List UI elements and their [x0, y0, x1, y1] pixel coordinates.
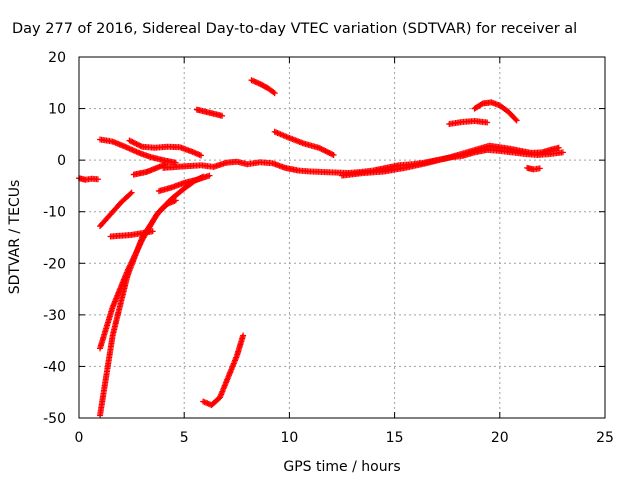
data-point [321, 147, 328, 154]
y-tick-label: 20 [48, 50, 66, 66]
series-arc-8 [130, 161, 169, 178]
chart-title: Day 277 of 2016, Sidereal Day-to-day VTE… [12, 21, 577, 37]
data-point [559, 149, 566, 156]
data-marks [76, 77, 566, 419]
data-point [149, 228, 156, 235]
y-tick-label: -50 [43, 411, 66, 427]
data-point [219, 112, 226, 119]
data-point [484, 119, 491, 126]
y-tick-label: 0 [57, 153, 66, 169]
data-point [322, 148, 329, 155]
data-point [329, 151, 336, 158]
plot-frame [78, 56, 606, 419]
y-tick-label: -30 [43, 308, 66, 324]
data-point [128, 189, 135, 196]
data-point [198, 152, 205, 159]
series-arc-17 [471, 99, 520, 124]
data-point [326, 150, 333, 157]
data-point [270, 89, 277, 96]
x-axis-label: GPS time / hours [283, 459, 400, 475]
data-point [317, 145, 324, 152]
data-point [172, 197, 179, 204]
data-point [513, 117, 520, 124]
series-arc-9 [155, 172, 213, 195]
x-tick-label: 15 [386, 430, 404, 446]
series-arc-2 [97, 189, 135, 230]
data-point [512, 116, 519, 123]
data-point [330, 151, 337, 158]
axis-ticks: 0 5 10 15 20 25 -50 -40 -30 -20 -10 0 10 20 [43, 50, 614, 446]
series-arc-11 [193, 106, 226, 119]
data-point [325, 149, 332, 156]
data-point [319, 146, 326, 153]
x-tick-label: 25 [596, 430, 614, 446]
grid [79, 57, 605, 418]
data-point [323, 148, 330, 155]
data-point [555, 144, 562, 151]
series-arc-13 [248, 77, 278, 97]
series-arc-4 [97, 173, 207, 419]
data-point [315, 144, 322, 151]
series-arc-18 [524, 164, 543, 173]
data-point [127, 190, 134, 197]
y-tick-label: -10 [43, 205, 66, 221]
series-arc-3 [97, 197, 179, 352]
series-arc-16 [446, 117, 491, 128]
series-arc-7 [126, 137, 205, 159]
data-point [94, 176, 101, 183]
y-tick-label: 10 [48, 102, 66, 118]
data-point [327, 150, 334, 157]
x-tick-label: 20 [491, 430, 509, 446]
data-point [318, 146, 325, 153]
data-point [271, 90, 278, 97]
series-arc-14 [271, 128, 337, 158]
series-arc-1 [76, 175, 101, 183]
series-arc-6 [97, 136, 179, 166]
data-point [536, 165, 543, 172]
y-tick-label: -20 [43, 256, 66, 272]
data-point [240, 332, 247, 339]
data-point [206, 172, 213, 179]
y-axis-label: SDTVAR / TECUs [7, 180, 23, 295]
x-tick-label: 0 [75, 430, 84, 446]
x-tick-label: 5 [180, 430, 189, 446]
series-arc-12 [200, 332, 247, 409]
series-arc-5 [107, 228, 156, 240]
x-tick-label: 10 [280, 430, 298, 446]
y-tick-label: -40 [43, 359, 66, 375]
series-arc-15 [339, 142, 562, 179]
